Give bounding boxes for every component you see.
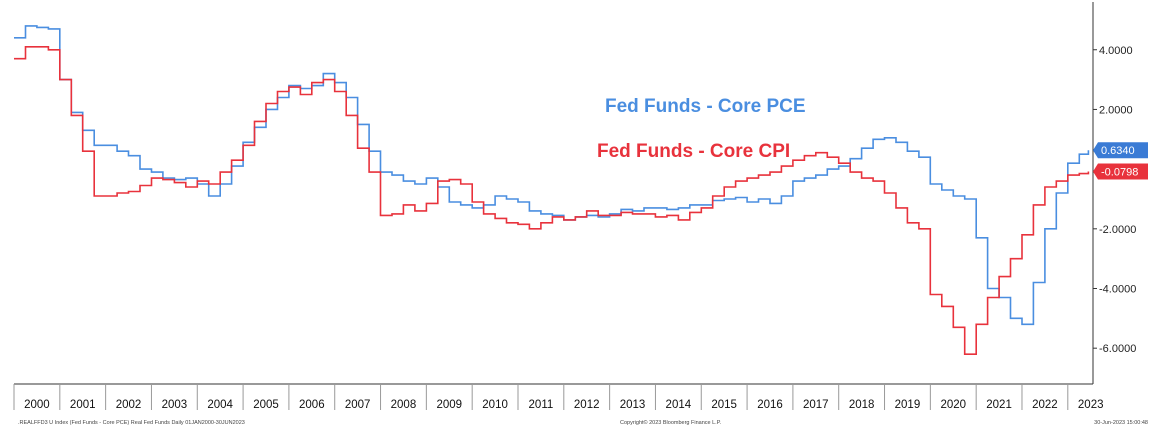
x-tick-label: 2021 [986,399,1012,411]
last-value-labels: 0.6340 -0.0798 [1093,142,1148,180]
x-tick-label: 2022 [1032,399,1058,411]
x-tick-label: 2017 [803,399,829,411]
y-tick-label: 2.0000 [1099,104,1133,116]
y-tick-label: -4.0000 [1099,284,1136,296]
x-tick-label: 2019 [895,399,921,411]
x-ticks: 2000 2001 2002 2003 2004 2005 2006 2007 2008 2009… [13,384,1104,411]
x-tick-label: 2002 [116,399,142,411]
legend-label-core-pce: Fed Funds - Core PCE [605,96,806,117]
footer-source: .REALFFD3 U Index (Fed Funds - Core PCE)… [18,420,245,426]
y-tick-label: -6.0000 [1099,343,1136,355]
series-line-core-pce [14,25,1090,326]
flag-value: -0.0798 [1101,167,1138,179]
footer-copyright: Copyright© 2023 Bloomberg Finance L.P. [620,419,722,426]
y-tick-label: -2.0000 [1099,224,1136,236]
x-tick-label: 2000 [24,399,50,411]
x-tick-label: 2008 [391,399,417,411]
x-tick-label: 2005 [253,399,279,411]
flag-value: 0.6340 [1101,145,1135,157]
series [14,25,1090,355]
y-ticks: 4.0000 2.0000 -2.0000 -4.0000 -6.0000 [1093,45,1136,355]
x-tick-label: 2004 [207,399,233,411]
x-tick-label: 2012 [574,399,600,411]
legend: Fed Funds - Core PCE Fed Funds - Core CP… [597,96,806,162]
x-tick-label: 2018 [849,399,875,411]
x-tick-label: 2010 [482,399,508,411]
legend-label-core-cpi: Fed Funds - Core CPI [597,141,790,162]
x-tick-label: 2020 [940,399,966,411]
last-value-flag-core-cpi: -0.0798 [1093,163,1148,180]
x-tick-label: 2013 [620,399,646,411]
footer: .REALFFD3 U Index (Fed Funds - Core PCE)… [18,419,1148,426]
x-tick-label: 2023 [1078,399,1104,411]
x-tick-label: 2016 [757,399,783,411]
y-tick-label: 4.0000 [1099,45,1133,57]
x-tick-label: 2009 [436,399,462,411]
x-tick-label: 2001 [70,399,96,411]
axes [14,2,1094,385]
x-tick-label: 2015 [711,399,737,411]
last-value-flag-core-pce: 0.6340 [1093,142,1148,159]
series-line-core-cpi [14,46,1090,355]
x-tick-label: 2007 [345,399,371,411]
x-tick-label: 2011 [529,399,554,411]
flag-background [1093,163,1148,180]
footer-timestamp: 30-Jun-2023 15:00:48 [1094,420,1148,426]
x-tick-label: 2014 [666,399,692,411]
x-tick-label: 2003 [162,399,188,411]
flag-background [1093,142,1148,159]
x-tick-label: 2006 [299,399,325,411]
